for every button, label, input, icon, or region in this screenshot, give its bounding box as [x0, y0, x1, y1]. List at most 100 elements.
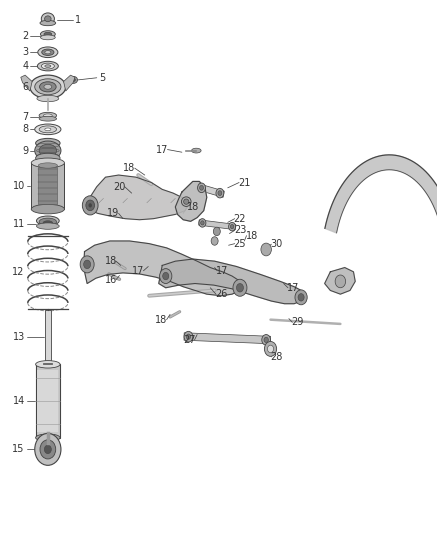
Text: 14: 14	[12, 396, 25, 406]
Text: 18: 18	[105, 256, 117, 266]
Text: 17: 17	[156, 144, 169, 155]
Polygon shape	[64, 75, 75, 91]
Ellipse shape	[35, 124, 61, 135]
Circle shape	[44, 445, 51, 454]
Text: 11: 11	[12, 219, 25, 229]
Circle shape	[40, 440, 56, 459]
Text: 23: 23	[234, 225, 246, 236]
Ellipse shape	[35, 79, 61, 95]
Circle shape	[184, 332, 193, 342]
Circle shape	[264, 337, 268, 343]
Text: 21: 21	[238, 177, 251, 188]
Ellipse shape	[40, 20, 56, 26]
Bar	[45, 310, 51, 364]
Text: 28: 28	[270, 352, 283, 362]
Circle shape	[201, 221, 204, 225]
Text: 17: 17	[216, 266, 229, 276]
Ellipse shape	[35, 154, 60, 163]
Circle shape	[200, 185, 204, 190]
Circle shape	[82, 196, 98, 215]
Ellipse shape	[44, 33, 52, 36]
Ellipse shape	[43, 114, 52, 117]
Ellipse shape	[44, 84, 52, 89]
Circle shape	[35, 433, 61, 465]
Ellipse shape	[39, 112, 57, 119]
Text: 17: 17	[132, 266, 145, 276]
Ellipse shape	[37, 95, 59, 102]
Text: 27: 27	[183, 335, 195, 345]
Ellipse shape	[38, 163, 57, 168]
Circle shape	[237, 284, 244, 292]
Text: 29: 29	[291, 317, 304, 327]
Ellipse shape	[40, 35, 55, 40]
Ellipse shape	[70, 76, 78, 83]
Circle shape	[198, 183, 205, 192]
Ellipse shape	[45, 128, 51, 131]
Ellipse shape	[39, 116, 57, 121]
Ellipse shape	[45, 64, 51, 67]
Text: 6: 6	[22, 82, 28, 92]
Text: 18: 18	[124, 163, 136, 173]
Circle shape	[262, 335, 271, 345]
Ellipse shape	[40, 31, 55, 38]
Ellipse shape	[35, 361, 60, 368]
Ellipse shape	[41, 63, 54, 69]
Polygon shape	[159, 259, 304, 304]
Polygon shape	[84, 241, 243, 296]
Circle shape	[186, 334, 191, 340]
Text: 17: 17	[287, 283, 300, 293]
Text: 18: 18	[246, 231, 258, 241]
Ellipse shape	[39, 144, 57, 157]
Polygon shape	[199, 220, 236, 230]
Ellipse shape	[39, 126, 57, 133]
Text: 30: 30	[271, 239, 283, 249]
Polygon shape	[197, 183, 224, 197]
Bar	[38, 167, 57, 204]
Polygon shape	[175, 181, 207, 221]
Text: 16: 16	[105, 275, 117, 285]
Ellipse shape	[42, 49, 54, 55]
Bar	[43, 364, 52, 365]
Polygon shape	[86, 175, 188, 220]
Circle shape	[229, 222, 236, 231]
Ellipse shape	[181, 197, 191, 206]
Bar	[35, 365, 60, 438]
Ellipse shape	[37, 61, 58, 71]
Polygon shape	[325, 268, 355, 294]
Circle shape	[265, 342, 277, 357]
Bar	[37, 369, 58, 432]
Bar	[31, 163, 64, 209]
Ellipse shape	[30, 75, 66, 99]
Polygon shape	[325, 155, 438, 233]
Circle shape	[216, 188, 224, 198]
Ellipse shape	[41, 13, 54, 25]
Ellipse shape	[45, 16, 51, 22]
Text: 3: 3	[22, 47, 28, 57]
Text: 13: 13	[12, 332, 25, 342]
Ellipse shape	[45, 51, 51, 54]
Circle shape	[84, 260, 91, 269]
Ellipse shape	[38, 47, 58, 58]
Circle shape	[268, 345, 274, 353]
Text: 19: 19	[107, 208, 120, 219]
Text: 1: 1	[75, 15, 81, 25]
Ellipse shape	[43, 221, 53, 225]
Circle shape	[211, 237, 218, 245]
Text: 12: 12	[12, 268, 25, 277]
Circle shape	[335, 275, 346, 288]
Circle shape	[213, 227, 220, 236]
Text: 8: 8	[22, 124, 28, 134]
Circle shape	[80, 256, 94, 273]
Text: 7: 7	[22, 111, 28, 122]
Text: 18: 18	[187, 202, 199, 212]
Text: 10: 10	[12, 181, 25, 191]
Circle shape	[199, 219, 206, 227]
Ellipse shape	[36, 223, 59, 229]
Text: 15: 15	[12, 445, 25, 454]
Ellipse shape	[72, 78, 75, 82]
Circle shape	[162, 272, 169, 280]
Polygon shape	[21, 75, 32, 91]
Ellipse shape	[39, 82, 56, 92]
Ellipse shape	[31, 158, 64, 167]
Text: 20: 20	[113, 182, 126, 192]
